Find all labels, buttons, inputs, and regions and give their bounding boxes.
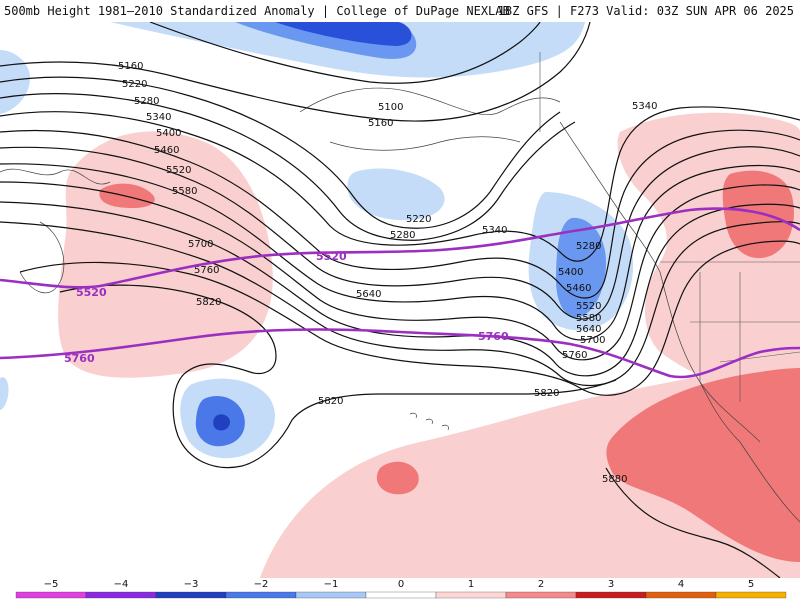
colorbar-segment — [225, 591, 297, 599]
contour-label: 5580 — [172, 186, 197, 197]
contour-5400 — [0, 129, 800, 299]
contour-label: 5160 — [368, 118, 393, 129]
colorbar-segment — [365, 591, 437, 599]
contour-5820-west — [59, 284, 617, 469]
reference-line-5520 — [0, 207, 800, 289]
contour-5340 — [0, 106, 800, 262]
contour-label: 5520 — [166, 165, 191, 176]
colorbar-tick-label: −1 — [324, 579, 339, 590]
kamchatka-coast — [19, 221, 65, 294]
colorbar-tick-label: 1 — [468, 579, 474, 590]
contour-label: 5760 — [194, 265, 219, 276]
colorbar-segment — [505, 591, 577, 599]
contour-label: 5280 — [576, 241, 601, 252]
contour-label: 5340 — [482, 225, 507, 236]
contour-label: 5340 — [146, 112, 171, 123]
contour-label: 5280 — [134, 96, 159, 107]
contour-label: 5160 — [118, 61, 143, 72]
contour-5760 — [19, 240, 800, 396]
colorbar-segment — [155, 591, 227, 599]
contour-label: 5760 — [562, 350, 587, 361]
colorbar-tick-label: 5 — [748, 579, 754, 590]
contour-5640 — [0, 201, 800, 377]
contour-label: 5640 — [576, 324, 601, 335]
contour-label: 5700 — [580, 335, 605, 346]
colorbar-segment — [295, 591, 367, 599]
contour-label: 5820 — [196, 297, 221, 308]
colorbar-tick-label: −4 — [114, 579, 129, 590]
colorbar-segment — [85, 591, 157, 599]
colorbar-segment — [645, 591, 717, 599]
contour-label: 5220 — [406, 214, 431, 225]
reference-label-5520-east: 5520 — [316, 250, 347, 263]
baja-coast — [699, 381, 741, 443]
contour-5280 — [0, 93, 576, 241]
model-run-info: 18Z GFS | F273 Valid: 03Z SUN APR 06 202… — [497, 4, 794, 18]
contour-5520 — [0, 163, 800, 341]
contour-label: 5580 — [576, 313, 601, 324]
contour-5580 — [0, 181, 800, 361]
hawaii-islands — [409, 412, 449, 431]
contour-label: 5400 — [558, 267, 583, 278]
contour-5220 — [0, 76, 561, 229]
colorbar-tick-label: −3 — [184, 579, 199, 590]
coastlines — [0, 87, 800, 523]
contour-label: 5340 — [632, 101, 657, 112]
contour-label: 5820 — [534, 388, 559, 399]
reference-line-5760 — [0, 328, 800, 379]
reference-label-5760-west: 5760 — [64, 352, 95, 365]
reference-label-5760-east: 5760 — [478, 330, 509, 343]
contour-label: 5880 — [602, 474, 627, 485]
reference-label-5520-west: 5520 — [76, 286, 107, 299]
contour-label: 5520 — [576, 301, 601, 312]
map-title: 500mb Height 1981–2010 Standardized Anom… — [4, 4, 510, 18]
colorbar-tick-label: 2 — [538, 579, 544, 590]
map-panel[interactable]: 5100 5160 5160 5220 5220 5280 5280 5280 … — [0, 22, 800, 578]
contour-label: 5700 — [188, 239, 213, 250]
reference-lines: 5520 5520 5760 5760 — [0, 207, 800, 379]
contour-label: 5460 — [566, 283, 591, 294]
colorbar-tick-label: 4 — [678, 579, 684, 590]
alaska-coast — [299, 87, 561, 116]
colorbar-tick-label: 0 — [398, 579, 404, 590]
contour-label: 5280 — [390, 230, 415, 241]
contour-label: 5400 — [156, 128, 181, 139]
colorbar-segment — [715, 591, 787, 599]
mexico-coast — [739, 441, 800, 523]
colorbar-tick-label: 3 — [608, 579, 614, 590]
aleutian-chain — [329, 136, 521, 151]
contour-label: 5100 — [378, 102, 403, 113]
contour-label: 5220 — [122, 79, 147, 90]
colorbar-segment — [435, 591, 507, 599]
contour-label: 5460 — [154, 145, 179, 156]
colorbar-segment — [575, 591, 647, 599]
contour-labels: 5100 5160 5160 5220 5220 5280 5280 5280 … — [118, 61, 657, 485]
british-columbia-coast — [559, 121, 661, 273]
siberia-coast — [0, 168, 111, 185]
colorbar-segment — [15, 591, 87, 599]
contour-5460 — [0, 146, 800, 320]
contour-5160 — [0, 22, 591, 122]
contour-5100 — [149, 22, 541, 84]
contour-label: 5820 — [318, 396, 343, 407]
anomaly-colorbar: −5 −4 −3 −2 −1 0 1 2 3 4 5 — [15, 579, 787, 599]
colorbar-segments — [15, 591, 787, 599]
contour-5880 — [605, 467, 781, 578]
colorbar-tick-labels: −5 −4 −3 −2 −1 0 1 2 3 4 5 — [44, 579, 755, 590]
colorbar-tick-label: −5 — [44, 579, 59, 590]
colorbar-tick-label: −2 — [254, 579, 269, 590]
contour-label: 5640 — [356, 289, 381, 300]
header-bar: 500mb Height 1981–2010 Standardized Anom… — [0, 0, 800, 22]
